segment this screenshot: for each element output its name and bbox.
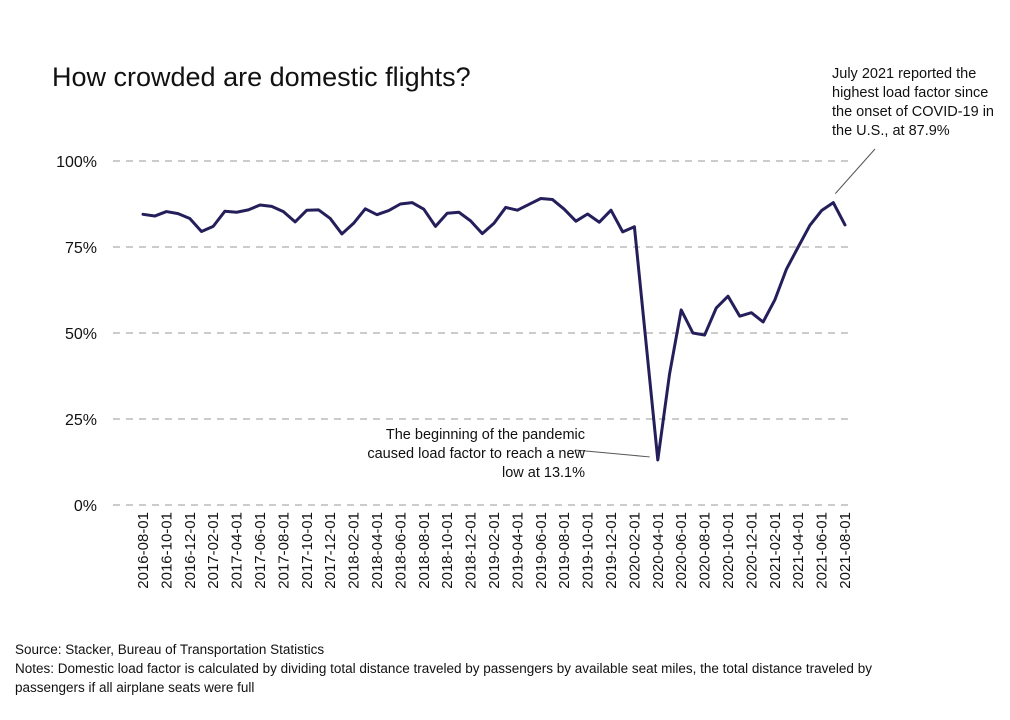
x-tick-label: 2021-06-01 [814,512,831,589]
x-tick-label: 2017-10-01 [299,512,316,589]
x-tick-label: 2020-08-01 [697,512,714,589]
x-tick-label: 2018-12-01 [463,512,480,589]
y-tick-label: 0% [74,498,97,515]
x-tick-label: 2020-12-01 [743,512,760,589]
x-tick-label: 2020-04-01 [650,512,667,589]
x-tick-label: 2018-08-01 [416,512,433,589]
x-tick-label: 2019-12-01 [603,512,620,589]
x-tick-label: 2018-02-01 [346,512,363,589]
x-tick-label: 2016-08-01 [135,512,152,589]
chart-title: How crowded are domestic flights? [52,62,471,92]
y-tick-label: 25% [65,412,97,429]
series-layer [141,197,847,462]
y-axis-ticks: 0% 25% 50% 75% 100% [56,154,97,515]
x-tick-label: 2017-04-01 [229,512,246,589]
x-tick-label: 2020-06-01 [673,512,690,589]
y-tick-label: 100% [56,154,97,171]
x-tick-label: 2017-12-01 [322,512,339,589]
x-tick-label: 2021-04-01 [790,512,807,589]
footer-source: Source: Stacker, Bureau of Transportatio… [15,642,325,657]
x-tick-label: 2017-08-01 [275,512,292,589]
x-tick-label: 2019-10-01 [580,512,597,589]
x-tick-label: 2019-08-01 [556,512,573,589]
x-tick-label: 2019-06-01 [533,512,550,589]
grid-lines [113,160,850,506]
x-tick-label: 2021-08-01 [837,512,854,589]
x-tick-label: 2017-02-01 [205,512,222,589]
x-tick-label: 2016-10-01 [158,512,175,589]
footer-notes: Notes: Domestic load factor is calculate… [15,661,872,695]
x-tick-label: 2018-04-01 [369,512,386,589]
x-tick-label: 2020-10-01 [720,512,737,589]
annotation-low: The beginning of the pandemic caused loa… [367,427,585,481]
series-line [141,197,847,462]
x-tick-label: 2016-12-01 [182,512,199,589]
annotation-leaders [574,148,876,458]
x-axis-ticks: 2016-08-01 2016-10-01 2016-12-01 2017-02-01… [135,512,854,589]
x-tick-label: 2018-10-01 [439,512,456,589]
annotation-peak: July 2021 reported the highest load fact… [832,66,994,139]
x-tick-label: 2020-02-01 [626,512,643,589]
y-tick-label: 75% [65,240,97,257]
peak-leader-line [834,148,876,194]
x-tick-label: 2019-04-01 [509,512,526,589]
y-tick-label: 50% [65,326,97,343]
x-tick-label: 2021-02-01 [767,512,784,589]
low-leader-line [574,449,650,458]
x-tick-label: 2018-06-01 [392,512,409,589]
x-tick-label: 2019-02-01 [486,512,503,589]
x-tick-label: 2017-06-01 [252,512,269,589]
